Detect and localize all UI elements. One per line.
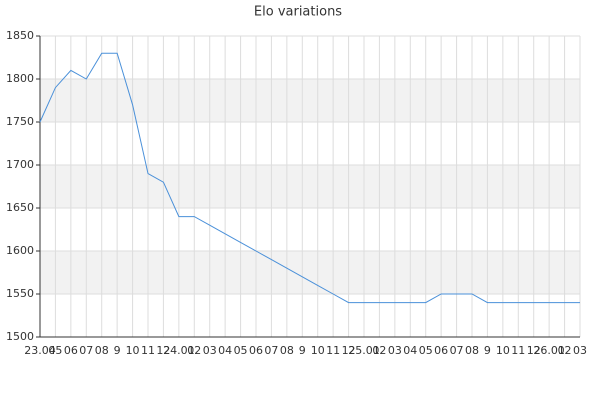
x-tick-label: 03 — [203, 344, 217, 357]
x-tick-label: 9 — [484, 344, 491, 357]
x-tick-label: 03 — [388, 344, 402, 357]
y-tick-label: 1850 — [6, 29, 34, 42]
x-tick-label: 9 — [114, 344, 121, 357]
x-tick-label: 04 — [403, 344, 417, 357]
x-tick-label: 04 — [218, 344, 232, 357]
x-tick-label: 05 — [234, 344, 248, 357]
x-tick-label: 08 — [95, 344, 109, 357]
y-tick-label: 1600 — [6, 244, 34, 257]
x-tick-label: 02 — [372, 344, 386, 357]
x-tick-label: 25.01 — [348, 344, 380, 357]
x-tick-label: 11 — [141, 344, 155, 357]
y-tick-label: 1650 — [6, 201, 34, 214]
y-tick-label: 1700 — [6, 158, 34, 171]
x-tick-label: 06 — [249, 344, 263, 357]
x-tick-label: 08 — [280, 344, 294, 357]
x-tick-label: 07 — [79, 344, 93, 357]
x-tick-label: 12 — [527, 344, 541, 357]
x-tick-label: 12 — [342, 344, 356, 357]
x-tick-label: 10 — [126, 344, 140, 357]
x-tick-label: 10 — [311, 344, 325, 357]
y-tick-label: 1750 — [6, 115, 34, 128]
x-tick-label: 02 — [558, 344, 572, 357]
y-tick-label: 1550 — [6, 287, 34, 300]
x-tick-label: 08 — [465, 344, 479, 357]
line-series — [39, 52, 580, 304]
x-tick-label: 26.01 — [533, 344, 565, 357]
x-tick-label: 23.04 — [24, 344, 56, 357]
x-tick-label: 05 — [419, 344, 433, 357]
y-tick-label: 1500 — [6, 330, 34, 343]
x-tick-label: 24.01 — [163, 344, 195, 357]
grid-band — [40, 251, 580, 294]
y-tick-label: 1800 — [6, 72, 34, 85]
grid-band — [40, 79, 580, 122]
x-tick-label: 05 — [48, 344, 62, 357]
chart-title: Elo variations — [254, 5, 342, 20]
x-tick-label: 06 — [64, 344, 78, 357]
x-tick-label: 07 — [264, 344, 278, 357]
x-tick-label: 12 — [156, 344, 170, 357]
x-tick-label: 03 — [573, 344, 587, 357]
x-tick-label: 02 — [187, 344, 201, 357]
x-tick-label: 9 — [299, 344, 306, 357]
x-tick-label: 10 — [496, 344, 510, 357]
x-tick-label: 11 — [511, 344, 525, 357]
x-tick-label: 06 — [434, 344, 448, 357]
x-tick-label: 07 — [450, 344, 464, 357]
x-tick-label: 11 — [326, 344, 340, 357]
grid-band — [40, 165, 580, 208]
